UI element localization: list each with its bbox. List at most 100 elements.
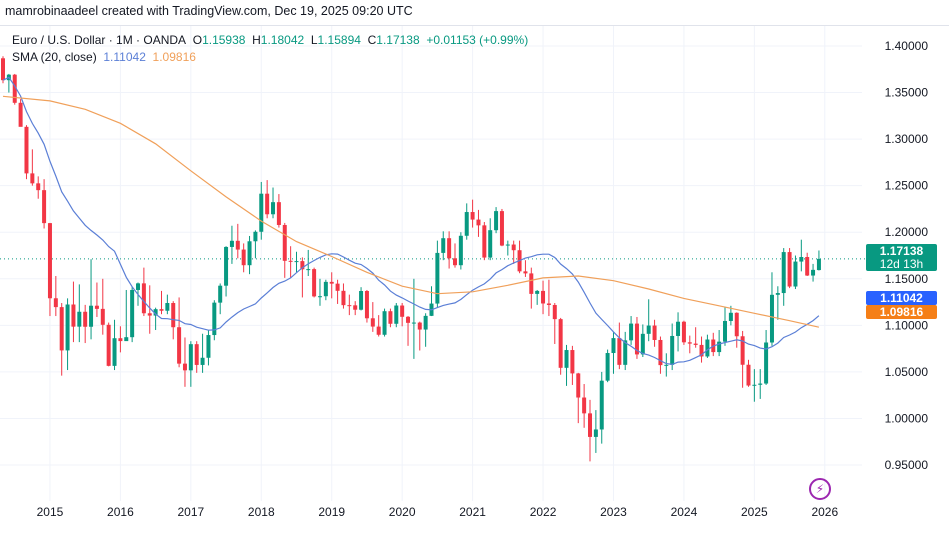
indicator-legend: SMA (20, close) 1.11042 1.09816: [12, 50, 196, 64]
candle-body: [646, 325, 651, 334]
candle-body: [294, 261, 299, 263]
candle-body: [288, 260, 293, 262]
y-tick-label: 1.10000: [885, 318, 929, 332]
y-tick-label: 1.20000: [885, 225, 929, 239]
candle-body: [94, 305, 99, 309]
candle-body: [406, 316, 411, 323]
candle-body: [441, 238, 446, 253]
y-tick-label: 1.40000: [885, 39, 929, 53]
symbol-title[interactable]: Euro / U.S. Dollar · 1M · OANDA: [12, 33, 187, 47]
candle-body: [523, 271, 528, 274]
candle-body: [177, 327, 182, 364]
candle-body: [599, 380, 604, 430]
candle-body: [12, 74, 17, 103]
chart-credit: mamrobinaadeel created with TradingView.…: [5, 4, 413, 18]
candle-body: [147, 313, 152, 316]
low-value: 1.15894: [317, 33, 361, 47]
candle-body: [552, 304, 557, 320]
candle-body: [106, 324, 111, 366]
sma1-line: [2, 76, 820, 366]
candle-body: [640, 333, 645, 355]
candle-body: [623, 340, 628, 365]
candle-body: [681, 321, 686, 343]
candle-body: [112, 338, 117, 366]
candle-body: [1, 58, 5, 81]
candle-body: [65, 304, 70, 351]
candle-body: [699, 344, 704, 357]
candle-body: [734, 312, 739, 337]
candle-body: [511, 244, 516, 251]
candle-body: [282, 224, 287, 261]
close-label: C: [367, 33, 377, 47]
candle-body: [629, 323, 634, 341]
low-label: L: [310, 33, 318, 47]
candle-body: [423, 315, 428, 330]
candle-body: [658, 339, 663, 366]
x-tick-label: 2023: [600, 505, 627, 519]
candle-body: [676, 321, 681, 336]
candle-body: [188, 344, 193, 371]
candle-body: [335, 283, 340, 291]
x-tick-label: 2021: [459, 505, 486, 519]
open-label: O: [192, 33, 203, 47]
candle-body: [805, 257, 810, 276]
candle-body: [793, 261, 798, 287]
chart-pane[interactable]: 1.40000 1.35000 1.30000 1.25000 1.20000 1.150…: [0, 25, 949, 534]
candle-body: [394, 305, 399, 324]
x-tick-label: 2024: [671, 505, 698, 519]
candle-body: [570, 350, 575, 374]
candle-body: [740, 336, 745, 365]
candle-body: [652, 325, 657, 340]
candle-body: [370, 318, 375, 327]
candle-body: [816, 258, 821, 271]
candle-body: [235, 240, 240, 250]
candle-body: [670, 335, 675, 365]
candle-body: [388, 311, 393, 324]
price-chart[interactable]: 1.40000 1.35000 1.30000 1.25000 1.20000 1.150…: [0, 26, 949, 534]
candle-body: [347, 305, 352, 307]
candle-body: [42, 190, 47, 224]
candle-body: [218, 285, 223, 303]
candle-body: [24, 126, 29, 174]
y-tick-label: 1.25000: [885, 179, 929, 193]
candle-body: [470, 212, 475, 220]
candle-body: [582, 397, 587, 414]
candle-body: [136, 283, 141, 290]
indicator-title[interactable]: SMA (20, close): [12, 50, 97, 64]
candle-body: [100, 308, 105, 325]
candle-body: [746, 364, 751, 386]
candle-body: [77, 311, 82, 327]
candle-body: [359, 290, 364, 310]
candle-body: [723, 320, 728, 342]
candle-body: [364, 290, 369, 319]
candle-body: [212, 302, 217, 336]
lightning-icon[interactable]: ⚡︎: [809, 478, 831, 500]
sma1-value: 1.11042: [103, 50, 146, 64]
candle-body: [241, 249, 246, 266]
candle-body: [253, 231, 258, 242]
candle-body: [781, 252, 786, 294]
candle-body: [634, 323, 639, 355]
candle-body: [417, 322, 422, 330]
candle-body: [130, 289, 135, 338]
candle-body: [18, 102, 23, 127]
candle-body: [124, 337, 129, 342]
x-tick-label: 2026: [811, 505, 838, 519]
candle-body: [194, 344, 199, 365]
last-price-tag: 1.17138 12d 13h: [866, 244, 937, 271]
y-tick-label: 0.95000: [885, 458, 929, 472]
candle-body: [224, 246, 229, 286]
candle-body: [53, 298, 58, 308]
candle-body: [276, 202, 281, 225]
x-tick-label: 2025: [741, 505, 768, 519]
candle-body: [159, 309, 164, 311]
candle-body: [482, 225, 487, 258]
candle-body: [494, 211, 499, 231]
y-tick-label: 1.05000: [885, 365, 929, 379]
candle-body: [200, 357, 205, 365]
candle-body: [476, 219, 481, 226]
candle-body: [400, 305, 405, 317]
candle-body: [317, 296, 322, 298]
candle-body: [153, 309, 158, 316]
candle-body: [118, 338, 123, 342]
